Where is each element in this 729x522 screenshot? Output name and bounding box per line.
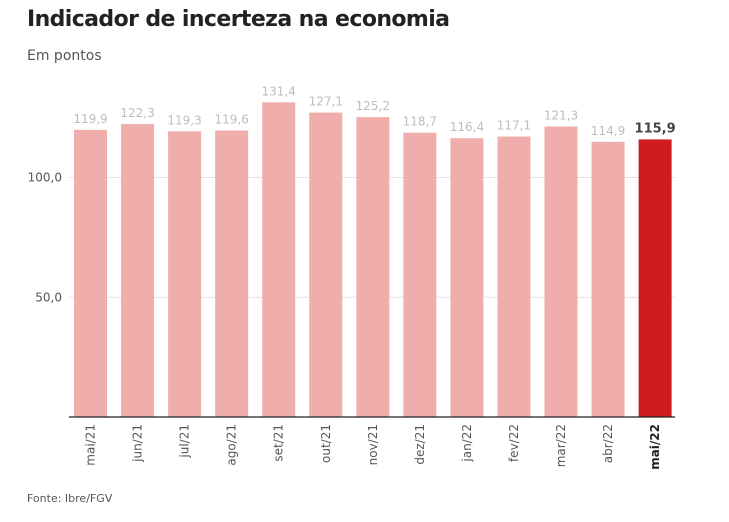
bar xyxy=(544,126,578,417)
x-tick-label: ago/21 xyxy=(225,424,239,466)
value-label: 131,4 xyxy=(262,84,296,98)
bar xyxy=(121,124,155,418)
x-tick-label: out/21 xyxy=(319,424,333,463)
value-label: 119,9 xyxy=(73,112,107,126)
x-tick-label: mar/22 xyxy=(554,424,568,467)
value-label: 127,1 xyxy=(309,95,343,109)
x-tick-label: dez/21 xyxy=(413,424,427,465)
bar xyxy=(356,117,390,418)
x-tick-label: nov/21 xyxy=(366,424,380,465)
value-label: 114,9 xyxy=(591,124,625,138)
x-tick-label: fev/22 xyxy=(507,424,521,462)
bar xyxy=(168,131,202,418)
value-label: 121,3 xyxy=(544,108,578,122)
bar xyxy=(262,102,296,417)
x-tick-label: jul/21 xyxy=(178,424,192,459)
x-tick-label: mai/21 xyxy=(84,424,98,466)
y-tick-label: 50,0 xyxy=(35,290,62,304)
x-tick-label: mai/22 xyxy=(648,424,662,470)
chart-title: Indicador de incerteza na economia xyxy=(27,7,450,32)
x-tick-label: jun/21 xyxy=(131,424,145,463)
value-label: 122,3 xyxy=(120,106,154,120)
value-label: 116,4 xyxy=(450,120,484,134)
value-label: 118,7 xyxy=(403,115,437,129)
bar xyxy=(215,130,249,418)
chart-subtitle: Em pontos xyxy=(27,48,102,64)
bar xyxy=(403,132,437,417)
bar xyxy=(450,138,484,418)
y-tick-label: 100,0 xyxy=(28,171,62,185)
x-tick-label: jan/22 xyxy=(460,424,474,463)
value-label: 117,1 xyxy=(497,119,531,133)
bar xyxy=(309,112,343,418)
x-tick-label: abr/22 xyxy=(601,424,615,463)
source-note: Fonte: Ibre/FGV xyxy=(27,492,113,505)
x-tick-label: set/21 xyxy=(272,424,286,462)
value-label: 119,3 xyxy=(167,113,201,127)
bar xyxy=(638,139,672,417)
bar xyxy=(497,136,531,417)
bar xyxy=(591,141,625,417)
value-label: 119,6 xyxy=(214,113,248,127)
value-label: 115,9 xyxy=(635,121,676,136)
value-label: 125,2 xyxy=(356,99,390,113)
bar xyxy=(74,129,107,418)
